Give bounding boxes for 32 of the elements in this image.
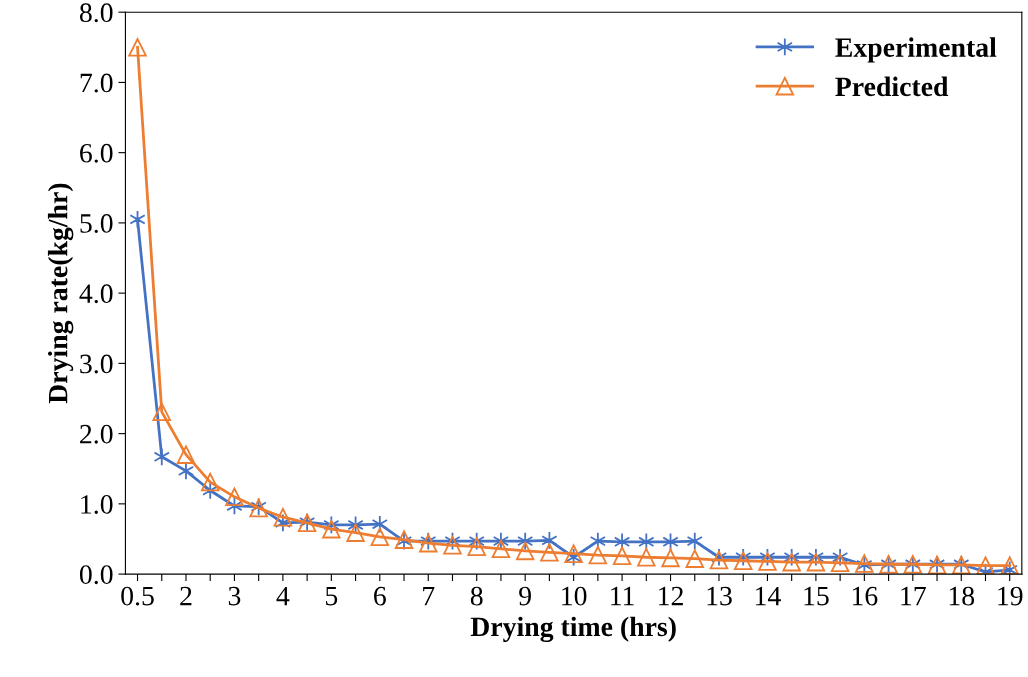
legend-label: Experimental [835, 37, 997, 63]
x-tick-label: 10 [562, 586, 587, 606]
x-tick-label: 16 [852, 586, 878, 606]
y-tick-label: 6.0 [80, 143, 113, 163]
x-tick-label: 4 [276, 586, 290, 606]
x-axis-title: Drying time (hrs) [470, 616, 676, 643]
y-tick-label: 5.0 [80, 214, 113, 233]
x-tick-label: 6 [374, 586, 386, 606]
y-tick-label: 4.0 [79, 284, 113, 304]
y-tick-label: 8.0 [79, 3, 113, 23]
legend-label: Predicted [835, 76, 949, 97]
x-tick-label: 18 [949, 586, 975, 606]
x-tick-label: 19 [998, 586, 1023, 606]
y-axis-title: Drying rate(kg/hr) [47, 183, 74, 404]
x-tick-label: 15 [804, 586, 829, 606]
x-tick-label: 3 [228, 586, 241, 606]
x-tick-label: 2 [180, 586, 192, 606]
y-tick-label: 1.0 [81, 495, 113, 514]
y-tick-label: 2.0 [80, 424, 113, 444]
x-tick-label: 13 [707, 586, 732, 606]
y-tick-label: 0.0 [79, 565, 113, 585]
x-tick-label: 12 [659, 586, 683, 606]
x-tick-label: 17 [901, 586, 926, 606]
x-tick-label: 14 [756, 586, 781, 606]
x-tick-label: 11 [611, 586, 634, 606]
x-tick-label: 9 [519, 586, 531, 606]
x-tick-label: 7 [423, 586, 435, 606]
x-tick-label: 5 [326, 586, 338, 606]
x-tick-label: 8 [470, 586, 483, 606]
x-tick-label: 0.5 [121, 586, 154, 606]
y-tick-label: 3.0 [80, 354, 113, 374]
y-tick-label: 7.0 [80, 73, 113, 93]
